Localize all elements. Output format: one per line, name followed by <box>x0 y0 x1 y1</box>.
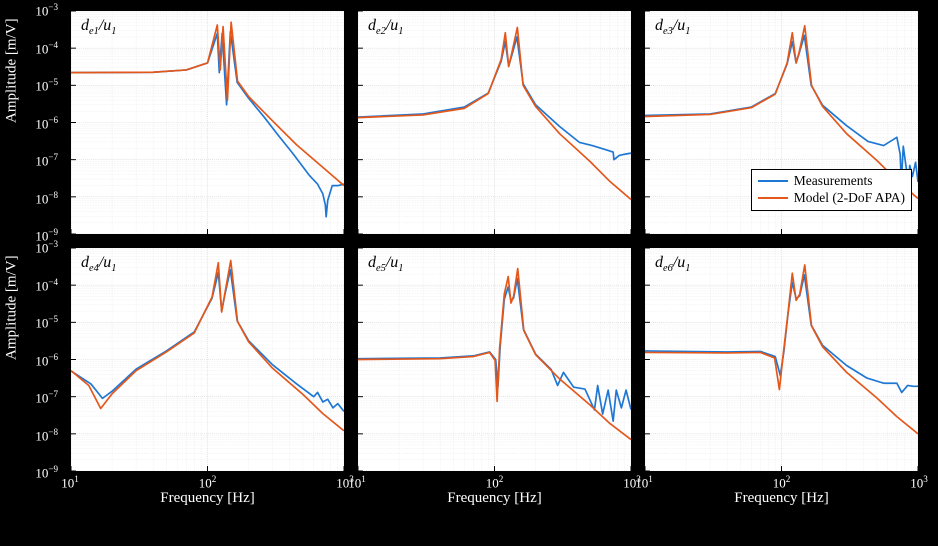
xtick-label: 101 <box>348 474 366 491</box>
panel-title-5: de5/u1 <box>368 254 403 274</box>
legend-label-model: Model (2-DoF APA) <box>794 190 905 207</box>
ytick-label: 10−3 <box>35 239 58 256</box>
ytick-label: 10−8 <box>35 190 58 207</box>
panel-de4-u1: de4/u1 <box>70 247 345 472</box>
ytick-label: 10−3 <box>35 2 58 19</box>
ytick-label: 10−9 <box>35 464 58 481</box>
ytick-label: 10−7 <box>35 152 58 169</box>
panel-title-6: de6/u1 <box>655 254 690 274</box>
legend-item-meas: Measurements <box>758 173 905 190</box>
legend-swatch-model <box>758 197 788 199</box>
panel-title-3: de3/u1 <box>655 17 690 37</box>
panel-de1-u1: de1/u1 <box>70 10 345 235</box>
xtick-label: 101 <box>61 474 79 491</box>
legend-swatch-meas <box>758 180 788 182</box>
panel-title-2: de2/u1 <box>368 17 403 37</box>
xlabel: Frequency [Hz] <box>734 490 829 507</box>
ytick-label: 10−6 <box>35 352 58 369</box>
panel-de2-u1: de2/u1 <box>357 10 632 235</box>
figure-grid: Amplitude [m/V] Amplitude [m/V] de1/u1 d… <box>70 10 920 530</box>
xtick-label: 101 <box>635 474 653 491</box>
ytick-label: 10−8 <box>35 427 58 444</box>
xlabel: Frequency [Hz] <box>447 490 542 507</box>
legend-item-model: Model (2-DoF APA) <box>758 190 905 207</box>
ytick-label: 10−4 <box>35 277 58 294</box>
ytick-label: 10−5 <box>35 314 58 331</box>
xtick-label: 102 <box>773 474 791 491</box>
legend-label-meas: Measurements <box>794 173 873 190</box>
xtick-label: 102 <box>486 474 504 491</box>
legend: Measurements Model (2-DoF APA) <box>751 169 912 211</box>
ytick-label: 10−6 <box>35 115 58 132</box>
ytick-label: 10−4 <box>35 40 58 57</box>
ytick-label: 10−7 <box>35 389 58 406</box>
xlabel: Frequency [Hz] <box>160 490 255 507</box>
panel-de3-u1: de3/u1 Measurements Model (2-DoF APA) <box>644 10 919 235</box>
xtick-label: 102 <box>199 474 217 491</box>
panel-de5-u1: de5/u1 <box>357 247 632 472</box>
panel-de6-u1: de6/u1 <box>644 247 919 472</box>
panel-title-1: de1/u1 <box>81 17 116 37</box>
xtick-label: 103 <box>910 474 928 491</box>
panel-title-4: de4/u1 <box>81 254 116 274</box>
ytick-label: 10−5 <box>35 77 58 94</box>
